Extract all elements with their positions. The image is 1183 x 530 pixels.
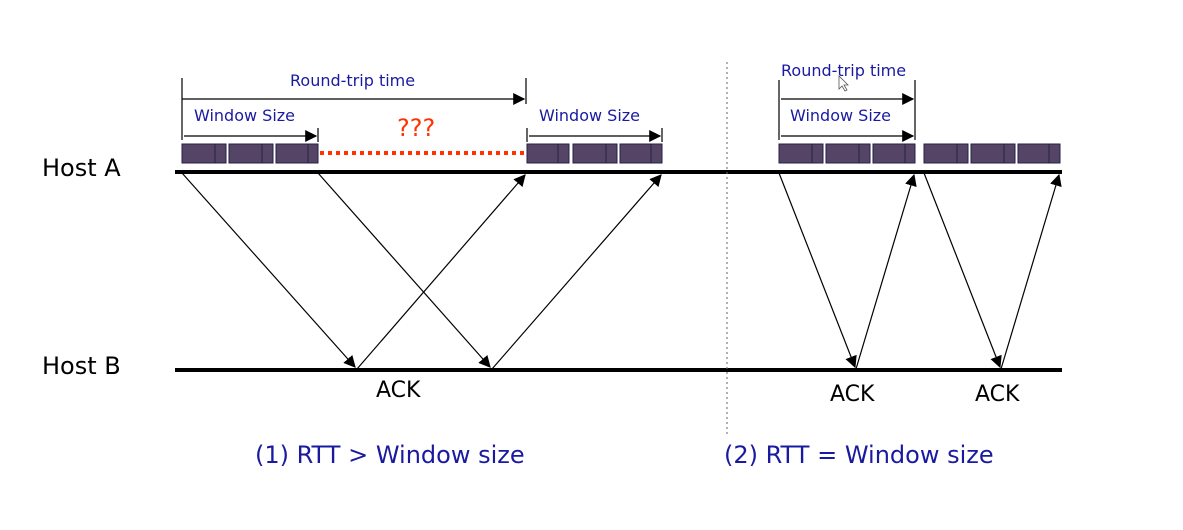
right-ack-label-1: ACK [830,382,875,407]
right-window-label: Window Size [790,106,891,125]
right-rtt-label: Round-trip time [781,61,906,80]
host-b-label: Host B [42,352,121,380]
left-window2-label: Window Size [539,106,640,125]
left-packets-window2 [526,143,663,164]
host-a-label: Host A [42,154,121,182]
left-ack-label: ACK [376,378,421,403]
left-window1-label: Window Size [194,106,295,125]
right-ack-label-2: ACK [975,382,1020,407]
left-packets-window1 [181,143,319,164]
right-caption: (2) RTT = Window size [724,441,994,469]
unknown-gap-label: ??? [397,114,435,142]
left-rtt-label: Round-trip time [290,71,415,90]
right-packets [778,143,1061,164]
mouse-cursor-icon [838,75,849,92]
left-caption: (1) RTT > Window size [255,441,525,469]
right-transmission-arrows [778,172,1062,370]
left-transmission-arrows [181,172,662,370]
